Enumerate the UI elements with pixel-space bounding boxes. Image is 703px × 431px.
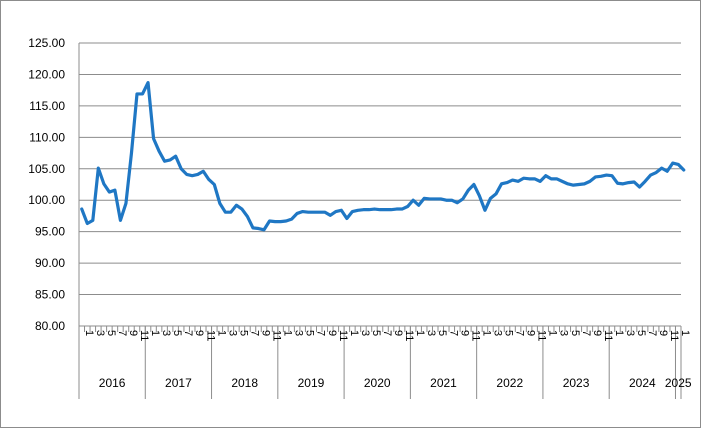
year-label: 2024 [629,376,656,390]
y-tick-labels: 80.00 85.00 90.00 95.00 100.00 105.00 110.00 11… [28,36,65,333]
month-tick-label: 3 [425,330,437,336]
gridlines [79,42,681,327]
month-tick-label: 1 [149,330,161,336]
series-line [80,81,686,232]
month-tick-label: 7 [248,330,260,336]
month-tick-label: 5 [237,330,249,336]
month-tick-labels: 1 3 5 7 9 11 1 3 5 7 9 11 1 3 5 7 9 11 1 3 5 7 9 11 1 3 5 7 9 11 1 3 5 7 9… [83,330,691,341]
month-tick-label: 9 [326,330,338,336]
series-layer [80,81,686,232]
axes [78,43,682,399]
month-tick-label: 3 [94,330,106,336]
month-tick-label: 11 [337,330,349,341]
y-tick-label: 125.00 [28,36,65,50]
month-tick-label: 3 [293,330,305,336]
month-tick-label: 5 [370,330,382,336]
month-tick-label: 9 [392,330,404,336]
month-tick-label: 7 [116,330,128,336]
month-tick-label: 9 [525,330,537,336]
month-tick-label: 11 [602,330,614,341]
month-tick-label: 3 [624,330,636,336]
month-tick-label: 11 [403,330,415,341]
month-tick-label: 5 [635,330,647,336]
month-tick-label: 1 [282,330,294,336]
year-labels: 2016 2017 2018 2019 2020 2021 2022 2023 2024 2025 [99,376,692,390]
year-label: 2020 [364,376,391,390]
month-tick-label: 3 [160,330,172,336]
month-tick-label: 7 [514,330,526,336]
month-tick-label: 3 [491,330,503,336]
y-tick-label: 85.00 [35,288,65,302]
y-tick-label: 100.00 [28,193,65,207]
month-tick-label: 1 [83,330,95,336]
year-label: 2021 [430,376,457,390]
y-tick-label: 110.00 [29,130,65,144]
month-tick-label: 7 [381,330,393,336]
month-tick-label: 5 [503,330,515,336]
month-tick-label: 7 [646,330,658,336]
y-tick-label: 115.00 [29,99,65,113]
month-tick-label: 11 [204,330,216,341]
month-tick-label: 9 [657,330,669,336]
month-tick-label: 7 [580,330,592,336]
month-tick-label: 11 [469,330,481,341]
year-label: 2023 [563,376,590,390]
month-tick-label: 5 [304,330,316,336]
y-tick-label: 95.00 [35,225,65,239]
year-label: 2025 [665,376,692,390]
month-tick-label: 1 [547,330,559,336]
year-label: 2019 [298,376,325,390]
month-tick-label: 11 [271,330,283,341]
month-tick-label: 1 [348,330,360,336]
month-tick-label: 1 [215,330,227,336]
month-tick-label: 3 [226,330,238,336]
month-tick-label: 9 [259,330,271,336]
month-tick-label: 11 [536,330,548,341]
month-tick-label: 1 [480,330,492,336]
month-tick-label: 9 [458,330,470,336]
month-tick-label: 11 [668,330,680,341]
year-label: 2016 [99,376,126,390]
year-label: 2017 [165,376,192,390]
month-tick-label: 7 [447,330,459,336]
year-label: 2022 [496,376,523,390]
y-tick-label: 90.00 [35,256,65,270]
month-tick-label: 9 [127,330,139,336]
month-tick-label: 7 [315,330,327,336]
month-tick-label: 5 [569,330,581,336]
month-tick-label: 3 [558,330,570,336]
year-label: 2018 [231,376,258,390]
month-tick-label: 11 [138,330,150,341]
month-tick-label: 7 [182,330,194,336]
month-tick-label: 1 [414,330,426,336]
month-tick-label: 9 [193,330,205,336]
month-tick-label: 1 [679,330,691,336]
month-tick-label: 5 [436,330,448,336]
month-tick-label: 1 [613,330,625,336]
month-tick-label: 9 [591,330,603,336]
y-tick-label: 80.00 [35,319,65,333]
y-tick-label: 105.00 [28,162,65,176]
month-tick-label: 3 [359,330,371,336]
y-tick-label: 120.00 [28,67,65,81]
month-tick-label: 5 [105,330,117,336]
month-tick-label: 5 [171,330,183,336]
